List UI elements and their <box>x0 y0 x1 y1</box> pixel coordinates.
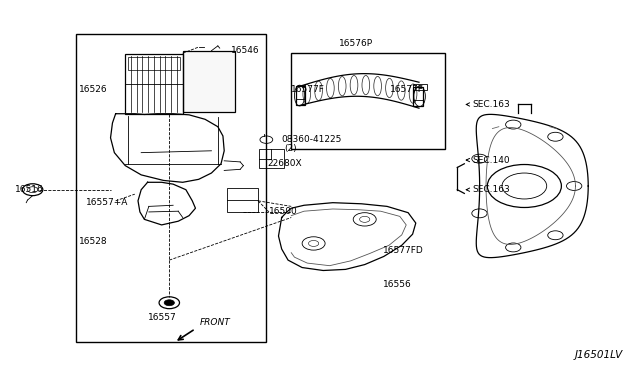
Bar <box>413 87 423 106</box>
Text: 16516: 16516 <box>15 185 44 194</box>
Text: 16556: 16556 <box>383 280 412 289</box>
Bar <box>125 54 182 114</box>
Text: SEC.140: SEC.140 <box>472 155 509 164</box>
Text: SEC.163: SEC.163 <box>472 100 509 109</box>
Text: 16557+A: 16557+A <box>86 198 128 207</box>
Text: FRONT: FRONT <box>200 318 230 327</box>
Circle shape <box>164 300 174 306</box>
Bar <box>296 86 305 105</box>
Bar <box>129 57 179 70</box>
Text: 22680X: 22680X <box>268 159 302 168</box>
Text: 16577FD: 16577FD <box>383 246 423 255</box>
Text: 16576P: 16576P <box>339 39 373 48</box>
Text: 16577F: 16577F <box>291 85 325 94</box>
Text: 16577F: 16577F <box>390 85 424 94</box>
Text: 16557: 16557 <box>148 313 177 322</box>
Bar <box>227 188 258 212</box>
Text: SEC.163: SEC.163 <box>472 185 509 194</box>
Bar <box>76 34 266 341</box>
Text: 16528: 16528 <box>79 237 108 246</box>
Bar <box>291 52 445 149</box>
Text: J16501LV: J16501LV <box>575 350 623 360</box>
Bar <box>413 84 427 90</box>
Text: 08360-41225: 08360-41225 <box>282 135 342 144</box>
Bar <box>259 149 284 168</box>
Text: 16500: 16500 <box>269 208 298 217</box>
Bar <box>182 51 235 112</box>
Text: 16526: 16526 <box>79 85 108 94</box>
Text: 16546: 16546 <box>230 46 259 55</box>
Text: (2): (2) <box>284 144 297 153</box>
